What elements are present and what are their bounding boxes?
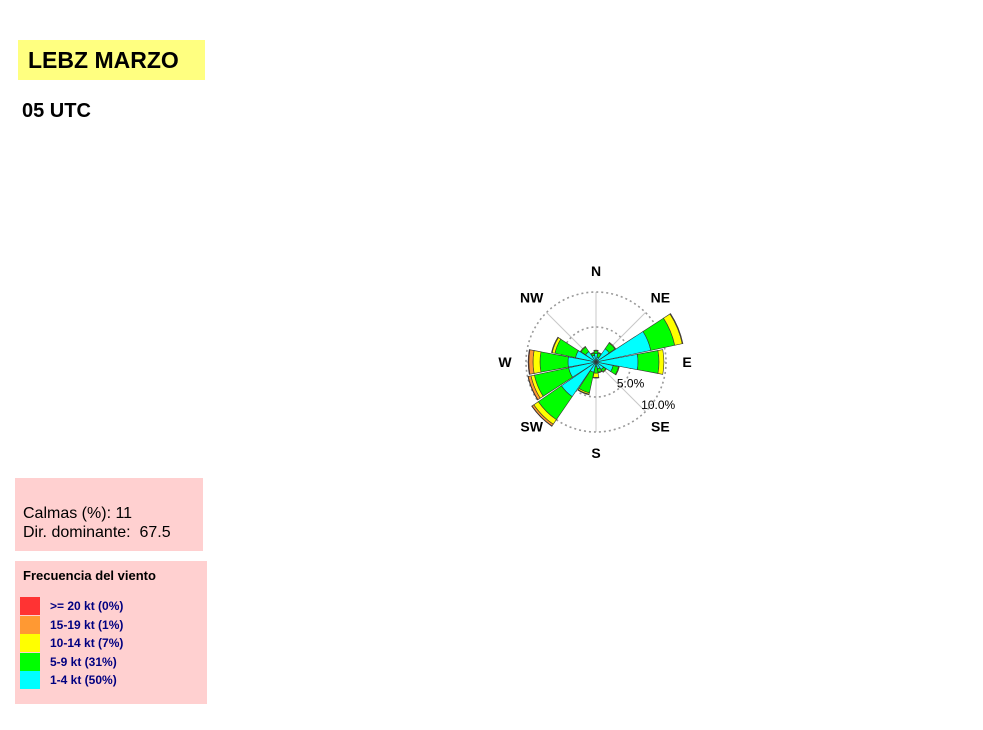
dominant-value: 67.5 bbox=[139, 524, 171, 541]
legend-label: >= 20 kt (0%) bbox=[50, 599, 124, 614]
legend-swatch bbox=[20, 634, 40, 653]
petal-segment bbox=[577, 389, 590, 396]
petal-segment bbox=[669, 313, 684, 345]
compass-label-ne: NE bbox=[651, 290, 670, 306]
ring-label: 5.0% bbox=[617, 377, 645, 391]
petal-segment bbox=[593, 349, 599, 352]
petal-segment bbox=[636, 350, 660, 374]
petal-segment bbox=[527, 349, 531, 375]
legend-label: 15-19 kt (1%) bbox=[50, 617, 124, 632]
chart-subtitle: 05 UTC bbox=[22, 100, 91, 122]
petal-segment bbox=[527, 376, 539, 401]
compass-label-s: S bbox=[591, 445, 600, 461]
legend-box: Frecuencia del viento >= 20 kt (0%) 15-19… bbox=[15, 561, 207, 704]
calm-row: Calmas (%): 11 bbox=[23, 504, 203, 523]
legend-swatch bbox=[20, 597, 40, 616]
petal-segment bbox=[593, 350, 599, 355]
petal-segment bbox=[532, 350, 542, 374]
petal-segment bbox=[614, 366, 620, 376]
legend-label: 5-9 kt (31%) bbox=[50, 654, 117, 669]
chart-title: LEBZ MARZO bbox=[18, 40, 205, 80]
legend-label: 10-14 kt (7%) bbox=[50, 636, 124, 651]
dominant-label: Dir. dominante: bbox=[23, 524, 131, 541]
petal-segment bbox=[551, 336, 559, 354]
station-month-title: LEBZ MARZO bbox=[28, 47, 179, 73]
compass-label-sw: SW bbox=[520, 418, 543, 434]
legend-item: 15-19 kt (1%) bbox=[20, 615, 207, 635]
petal-segment bbox=[608, 341, 617, 350]
legend-list: >= 20 kt (0%) 15-19 kt (1%) 10-14 kt (7%) 5… bbox=[20, 597, 207, 690]
petal-segment bbox=[590, 352, 595, 355]
petal-segment bbox=[592, 372, 600, 378]
legend-label: 1-4 kt (50%) bbox=[50, 673, 117, 688]
summary-box: Calmas (%): 11 Dir. dominante: 67.5 bbox=[15, 478, 203, 551]
legend-swatch bbox=[20, 615, 40, 634]
ring-label: 10.0% bbox=[641, 398, 675, 412]
compass-label-w: W bbox=[498, 354, 512, 370]
legend-item: 10-14 kt (7%) bbox=[20, 634, 207, 653]
legend-title: Frecuencia del viento bbox=[23, 568, 156, 583]
petal-segment bbox=[531, 405, 553, 427]
legend-item: 1-4 kt (50%) bbox=[20, 671, 207, 690]
compass-label-e: E bbox=[682, 354, 691, 370]
legend-swatch bbox=[20, 652, 40, 671]
petal-segment bbox=[657, 349, 665, 375]
legend-item: 5-9 kt (31%) bbox=[20, 652, 207, 672]
calm-label: Calmas (%): bbox=[23, 505, 112, 522]
compass-label-nw: NW bbox=[520, 290, 544, 306]
grid-ring bbox=[525, 291, 667, 433]
legend-item: >= 20 kt (0%) bbox=[20, 597, 207, 616]
calm-value: 11 bbox=[115, 505, 133, 522]
petal-segment bbox=[580, 346, 587, 353]
petal-segment bbox=[602, 368, 607, 373]
legend-swatch bbox=[20, 671, 40, 690]
dominant-row: Dir. dominante: 67.5 bbox=[23, 523, 203, 542]
compass-label-n: N bbox=[591, 263, 601, 279]
compass-label-se: SE bbox=[651, 418, 670, 434]
petal-segment bbox=[592, 376, 600, 379]
